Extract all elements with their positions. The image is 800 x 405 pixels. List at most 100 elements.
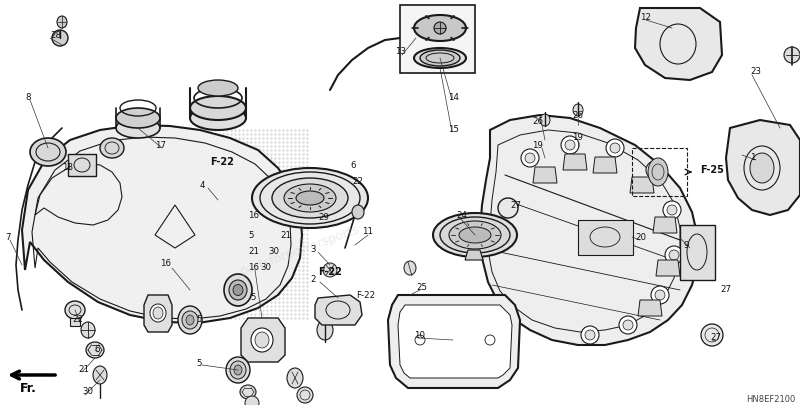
Text: 29: 29 (318, 213, 329, 222)
Ellipse shape (116, 108, 160, 128)
Text: 21: 21 (280, 230, 291, 239)
Bar (400, 5, 475, 73)
Ellipse shape (81, 322, 95, 338)
Text: F-25: F-25 (700, 165, 724, 175)
Text: 23: 23 (750, 68, 761, 77)
Ellipse shape (226, 357, 250, 383)
Ellipse shape (623, 320, 633, 330)
Ellipse shape (255, 332, 269, 348)
Ellipse shape (245, 396, 259, 405)
Polygon shape (593, 157, 617, 173)
Text: F-22: F-22 (210, 157, 234, 167)
Text: 9: 9 (684, 241, 690, 249)
Ellipse shape (606, 139, 624, 157)
Ellipse shape (233, 284, 243, 296)
Text: 22: 22 (72, 315, 83, 324)
Polygon shape (241, 318, 285, 362)
Text: 5: 5 (248, 230, 254, 239)
Text: 12: 12 (640, 13, 651, 23)
Ellipse shape (272, 178, 348, 218)
Ellipse shape (573, 104, 583, 116)
Text: 16: 16 (248, 211, 259, 220)
Ellipse shape (650, 165, 660, 175)
Ellipse shape (646, 161, 664, 179)
Text: 27: 27 (510, 200, 521, 209)
Ellipse shape (284, 184, 336, 212)
Text: Fr.: Fr. (20, 382, 37, 394)
Ellipse shape (52, 30, 68, 46)
Ellipse shape (540, 114, 550, 126)
Text: 16: 16 (160, 260, 171, 269)
Text: 25: 25 (416, 284, 427, 292)
Text: 19: 19 (532, 141, 543, 149)
Polygon shape (726, 120, 800, 215)
Ellipse shape (323, 263, 337, 277)
Ellipse shape (297, 387, 313, 403)
Ellipse shape (561, 136, 579, 154)
Text: 11: 11 (362, 228, 373, 237)
Ellipse shape (252, 168, 368, 228)
Bar (578, 220, 633, 255)
Bar (68, 154, 96, 176)
Polygon shape (480, 115, 698, 345)
Ellipse shape (198, 80, 238, 96)
Ellipse shape (581, 326, 599, 344)
Ellipse shape (178, 306, 202, 334)
Text: 6: 6 (94, 345, 99, 354)
Text: 18: 18 (62, 164, 73, 173)
Polygon shape (398, 305, 512, 378)
Text: partsforpowersports: partsforpowersports (238, 222, 362, 278)
Ellipse shape (663, 201, 681, 219)
Ellipse shape (182, 311, 198, 329)
Ellipse shape (240, 385, 256, 399)
Ellipse shape (153, 307, 163, 319)
Bar (632, 148, 687, 196)
Ellipse shape (150, 304, 166, 322)
Ellipse shape (229, 280, 247, 300)
Ellipse shape (619, 316, 637, 334)
Text: 21: 21 (248, 247, 259, 256)
Text: F-22: F-22 (356, 292, 375, 301)
Ellipse shape (234, 365, 242, 375)
Ellipse shape (116, 118, 160, 138)
Ellipse shape (317, 320, 333, 340)
Ellipse shape (251, 328, 273, 352)
Ellipse shape (86, 342, 104, 358)
Text: 3: 3 (310, 245, 315, 254)
Ellipse shape (296, 191, 324, 205)
Polygon shape (315, 295, 362, 325)
Ellipse shape (440, 217, 510, 253)
Bar (680, 225, 715, 280)
Text: 24: 24 (456, 211, 467, 220)
Ellipse shape (485, 335, 495, 345)
Ellipse shape (230, 361, 246, 379)
Ellipse shape (287, 368, 303, 388)
Text: 14: 14 (448, 94, 459, 102)
Ellipse shape (449, 221, 501, 249)
Ellipse shape (651, 286, 669, 304)
Ellipse shape (669, 250, 679, 260)
Ellipse shape (433, 213, 517, 257)
Ellipse shape (414, 15, 466, 41)
Text: 5: 5 (250, 294, 255, 303)
Ellipse shape (404, 261, 416, 275)
Text: 30: 30 (268, 247, 279, 256)
Ellipse shape (667, 205, 677, 215)
Ellipse shape (610, 143, 620, 153)
Ellipse shape (750, 153, 774, 183)
Ellipse shape (352, 205, 364, 219)
Ellipse shape (565, 140, 575, 150)
Text: 26: 26 (532, 117, 543, 126)
Polygon shape (533, 167, 557, 183)
Text: 1: 1 (750, 153, 755, 162)
Text: 20: 20 (635, 234, 646, 243)
Text: 26: 26 (572, 111, 583, 119)
Ellipse shape (224, 274, 252, 306)
Text: 4: 4 (200, 181, 206, 190)
Text: 8: 8 (25, 94, 30, 102)
Text: 22: 22 (352, 177, 363, 186)
Polygon shape (563, 154, 587, 170)
Ellipse shape (521, 149, 539, 167)
Ellipse shape (498, 198, 518, 218)
Text: 5: 5 (196, 315, 202, 324)
